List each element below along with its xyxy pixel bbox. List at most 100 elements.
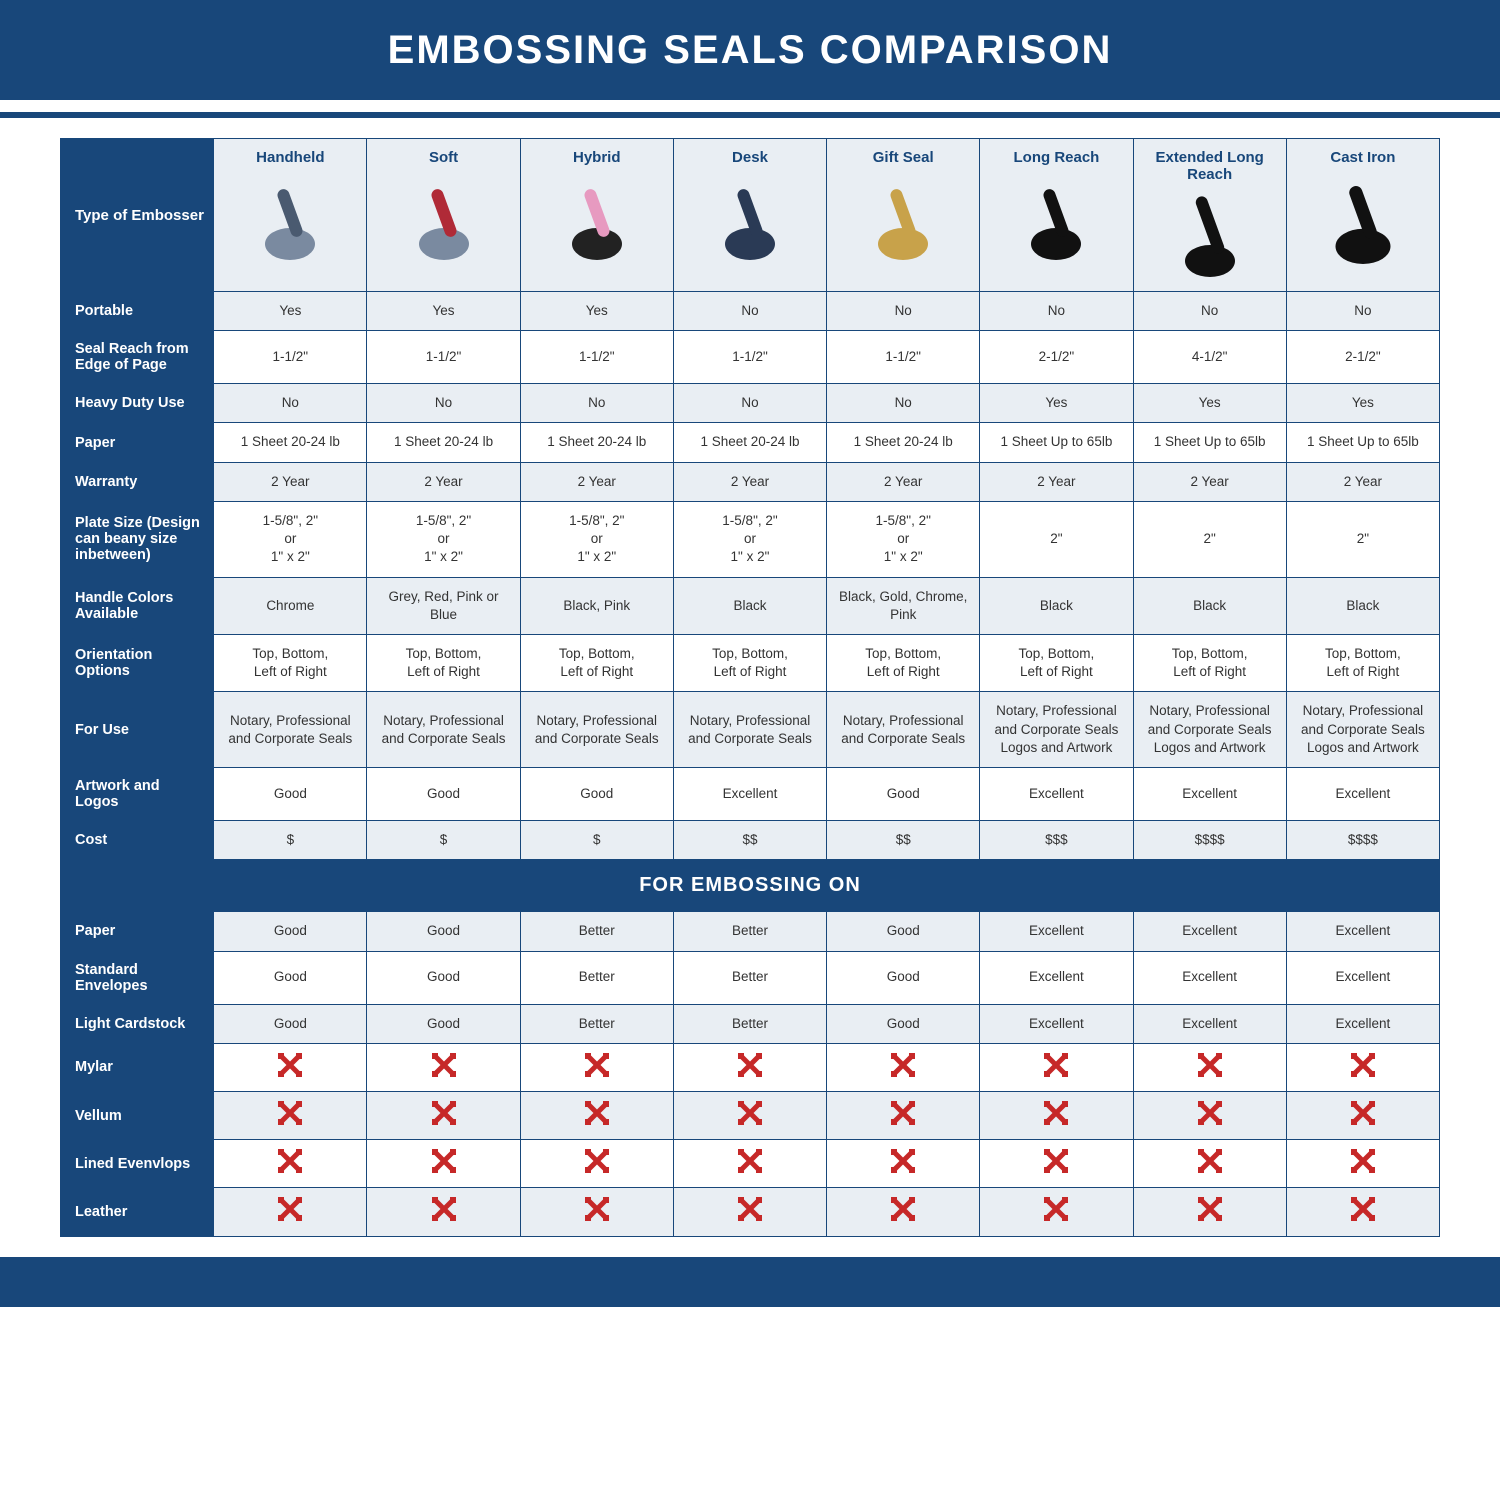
table-cell: 1 Sheet Up to 65lb (1286, 423, 1439, 462)
column-header-hybrid: Hybrid (520, 139, 673, 292)
corner-label: Type of Embosser (61, 139, 214, 292)
column-header-label: Cast Iron (1295, 149, 1431, 166)
column-header-cast: Cast Iron (1286, 139, 1439, 292)
table-cell (827, 1140, 980, 1188)
unsupported-icon (433, 1102, 455, 1124)
table-cell (673, 1140, 826, 1188)
unsupported-icon (1199, 1150, 1221, 1172)
table-cell: Black (980, 577, 1133, 634)
table-header-row: Type of Embosser Handheld Soft Hybrid Desk G… (61, 139, 1440, 292)
table-cell (520, 1043, 673, 1091)
table-cell (214, 1091, 367, 1139)
table-cell: Excellent (1286, 951, 1439, 1004)
table-cell: Notary, Professional and Corporate Seals (214, 692, 367, 768)
embosser-icon (1180, 197, 1240, 277)
table-cell: 1-1/2" (520, 331, 673, 384)
table-cell: No (214, 384, 367, 423)
unsupported-icon (1045, 1150, 1067, 1172)
table-cell: Black (1133, 577, 1286, 634)
unsupported-icon (892, 1150, 914, 1172)
table-cell: Good (520, 768, 673, 821)
table-cell: Good (827, 1004, 980, 1043)
table-cell: Notary, Professional and Corporate Seals (827, 692, 980, 768)
table-cell: No (827, 384, 980, 423)
column-header-label: Extended Long Reach (1142, 149, 1278, 183)
row-label: Heavy Duty Use (61, 384, 214, 423)
unsupported-icon (1045, 1198, 1067, 1220)
table-row: Warranty2 Year2 Year2 Year2 Year2 Year2 … (61, 462, 1440, 501)
table-cell (827, 1188, 980, 1236)
table-cell: 1-5/8", 2" or 1" x 2" (673, 501, 826, 577)
table-cell: Good (827, 912, 980, 951)
table-cell: No (1133, 292, 1286, 331)
unsupported-icon (279, 1198, 301, 1220)
row-label: Plate Size (Design can beany size inbetw… (61, 501, 214, 577)
page-title: EMBOSSING SEALS COMPARISON (388, 28, 1113, 73)
table-cell: Yes (1286, 384, 1439, 423)
table-cell (1286, 1188, 1439, 1236)
column-header-soft: Soft (367, 139, 520, 292)
table-cell: Excellent (1133, 768, 1286, 821)
table-cell (520, 1188, 673, 1236)
table-cell: Notary, Professional and Corporate Seals (520, 692, 673, 768)
table-cell (1133, 1091, 1286, 1139)
unsupported-icon (892, 1102, 914, 1124)
table-cell: 1 Sheet 20-24 lb (520, 423, 673, 462)
unsupported-icon (1352, 1198, 1374, 1220)
unsupported-icon (1352, 1150, 1374, 1172)
table-cell: Top, Bottom, Left of Right (980, 634, 1133, 691)
table-cell: Notary, Professional and Corporate Seals… (980, 692, 1133, 768)
table-cell: Top, Bottom, Left of Right (1133, 634, 1286, 691)
unsupported-icon (279, 1102, 301, 1124)
table-row: Cost$$$$$$$$$$$$$$$$$$ (61, 821, 1440, 860)
column-header-label: Gift Seal (835, 149, 971, 166)
table-row: Vellum (61, 1091, 1440, 1139)
table-cell: 1-1/2" (827, 331, 980, 384)
table-cell: $$$$ (1286, 821, 1439, 860)
embosser-icon (1330, 176, 1396, 264)
table-cell: Notary, Professional and Corporate Seals… (1286, 692, 1439, 768)
table-cell: Notary, Professional and Corporate Seals (673, 692, 826, 768)
column-header-gift: Gift Seal (827, 139, 980, 292)
row-label: Paper (61, 912, 214, 951)
column-header-handheld: Handheld (214, 139, 367, 292)
table-row: Mylar (61, 1043, 1440, 1091)
table-cell: 1-1/2" (367, 331, 520, 384)
unsupported-icon (892, 1198, 914, 1220)
divider (0, 112, 1500, 118)
table-cell (980, 1091, 1133, 1139)
table-cell (1286, 1091, 1439, 1139)
table-cell: 1-1/2" (214, 331, 367, 384)
column-header-label: Hybrid (529, 149, 665, 166)
unsupported-icon (433, 1150, 455, 1172)
column-header-label: Handheld (222, 149, 358, 166)
unsupported-icon (739, 1102, 761, 1124)
column-header-label: Desk (682, 149, 818, 166)
table-cell (827, 1091, 980, 1139)
row-label: Leather (61, 1188, 214, 1236)
table-cell: Excellent (1286, 912, 1439, 951)
table-cell (673, 1043, 826, 1091)
table-cell: 2-1/2" (980, 331, 1133, 384)
table-cell: No (673, 292, 826, 331)
unsupported-icon (892, 1054, 914, 1076)
table-cell: 2 Year (520, 462, 673, 501)
unsupported-icon (433, 1198, 455, 1220)
unsupported-icon (1199, 1198, 1221, 1220)
table-row: Light CardstockGoodGoodBetterBetterGoodE… (61, 1004, 1440, 1043)
table-cell: 2 Year (980, 462, 1133, 501)
unsupported-icon (586, 1054, 608, 1076)
table-cell: No (520, 384, 673, 423)
table-cell: Excellent (1286, 768, 1439, 821)
unsupported-icon (1199, 1054, 1221, 1076)
table-cell: $$$$ (1133, 821, 1286, 860)
table-cell: Top, Bottom, Left of Right (367, 634, 520, 691)
table-cell: Yes (367, 292, 520, 331)
table-row: Orientation OptionsTop, Bottom, Left of … (61, 634, 1440, 691)
table-cell: Top, Bottom, Left of Right (827, 634, 980, 691)
table-cell: Black (1286, 577, 1439, 634)
table-cell: Excellent (980, 768, 1133, 821)
unsupported-icon (586, 1102, 608, 1124)
table-row: PortableYesYesYesNoNoNoNoNo (61, 292, 1440, 331)
table-cell (980, 1140, 1133, 1188)
